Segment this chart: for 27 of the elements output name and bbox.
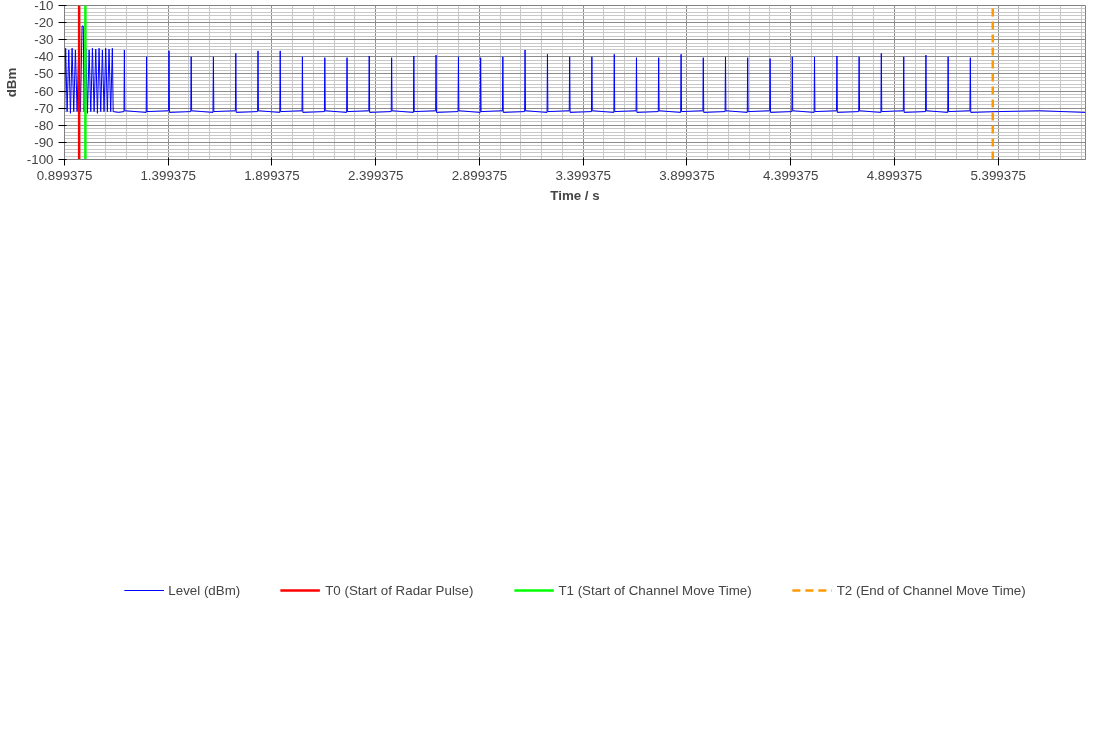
y-tick-label: -30 (34, 32, 54, 48)
y-tick-label: -70 (34, 100, 54, 116)
y-tick-label: -80 (34, 117, 54, 133)
x-tick-label: 3.399375 (555, 167, 612, 183)
x-axis-title: Time / s (550, 187, 600, 203)
line-series (64, 25, 1086, 114)
x-tick-label: 0.899375 (36, 167, 93, 183)
x-tick-label: 1.399375 (140, 167, 197, 183)
legend-label: T2 (End of Channel Move Time) (836, 582, 1026, 598)
x-tick-label: 2.399375 (347, 167, 404, 183)
legend-label: T0 (Start of Radar Pulse) (325, 582, 474, 598)
y-tick-label: -90 (34, 134, 54, 150)
x-tick-label: 4.899375 (866, 167, 923, 183)
x-tick-label: 4.399375 (762, 167, 819, 183)
x-tick-label: 3.899375 (659, 167, 715, 183)
y-tick-label: -100 (26, 152, 54, 167)
y-tick-label: -20 (34, 15, 54, 31)
y-tick-label: -40 (34, 49, 54, 65)
x-tick-label: 5.399375 (970, 167, 1027, 183)
y-tick-label: -50 (34, 66, 54, 82)
y-axis-title: dBm (3, 67, 19, 98)
y-tick-label: -10 (34, 0, 54, 13)
x-tick-label: 1.899375 (244, 167, 300, 183)
legend-label: Level (dBm) (168, 582, 241, 598)
legend-label: T1 (Start of Channel Move Time) (558, 582, 752, 598)
y-tick-label: -60 (34, 83, 54, 99)
x-tick-label: 2.899375 (451, 167, 508, 183)
